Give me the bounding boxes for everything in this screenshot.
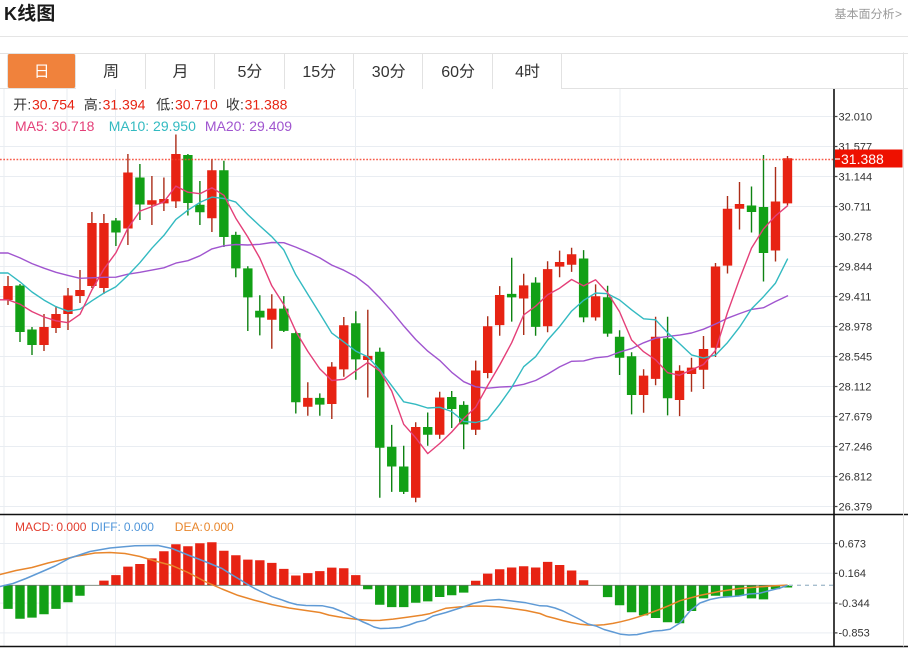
svg-text:29.411: 29.411 [839,291,872,303]
svg-text:27.679: 27.679 [839,411,873,423]
svg-text::: : [240,97,244,113]
svg-text:30.711: 30.711 [839,201,872,213]
svg-text:32.010: 32.010 [839,111,873,123]
svg-text:31.388: 31.388 [245,97,288,113]
svg-text:>: > [895,7,902,21]
svg-text:30: 30 [372,64,390,81]
svg-text:4: 4 [515,64,524,81]
svg-text:28.112: 28.112 [839,381,872,393]
svg-text::: : [170,97,174,113]
svg-text:0.164: 0.164 [839,568,867,580]
svg-text:31.394: 31.394 [103,97,146,113]
svg-text:K: K [4,4,17,24]
svg-text:28.978: 28.978 [839,321,873,333]
svg-text:26.379: 26.379 [839,501,873,513]
svg-text:31.144: 31.144 [839,171,873,183]
svg-text:0.673: 0.673 [839,538,867,550]
svg-text:28.545: 28.545 [839,351,873,363]
svg-text:-0.344: -0.344 [839,598,870,610]
svg-text:26.812: 26.812 [839,471,873,483]
svg-text:31.388: 31.388 [841,151,884,167]
svg-text:30.278: 30.278 [839,231,873,243]
svg-text:15: 15 [302,64,320,81]
svg-text:29.844: 29.844 [839,261,873,273]
svg-text:60: 60 [441,64,459,81]
svg-text:30.754: 30.754 [32,97,75,113]
svg-text:30.710: 30.710 [175,97,218,113]
svg-text::: : [98,97,102,113]
svg-text::: : [27,97,31,113]
svg-text:-0.853: -0.853 [839,628,870,640]
svg-text:5: 5 [238,64,247,81]
svg-text:27.246: 27.246 [839,441,873,453]
